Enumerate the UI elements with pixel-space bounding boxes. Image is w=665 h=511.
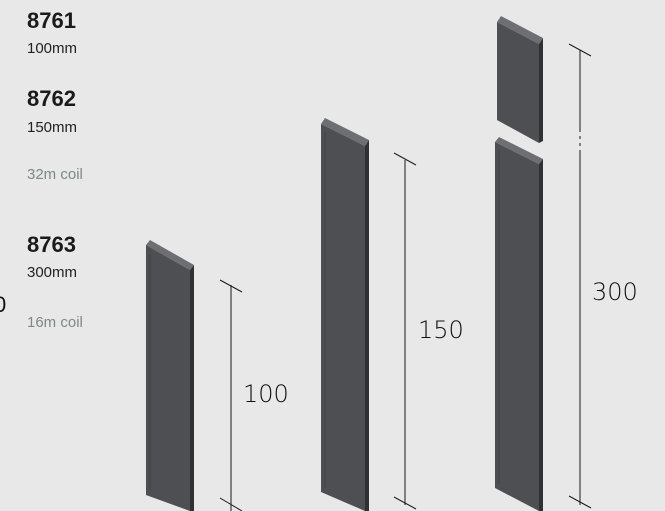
coil-length-16m: 16m coil (27, 314, 83, 331)
strip-300mm-top (497, 16, 543, 143)
dimension-label-300: 300 (592, 278, 638, 306)
dimension-line-300 (568, 43, 592, 509)
strip-150mm (321, 118, 369, 511)
dimension-line-150 (393, 152, 417, 510)
dimension-label-150: 150 (418, 316, 464, 344)
dimension-line-100 (219, 279, 243, 511)
cropped-edge-number: 0 (0, 292, 7, 317)
product-size-8763: 300mm (27, 264, 78, 281)
product-code-8762: 8762 (27, 86, 76, 111)
product-code-8761: 8761 (27, 8, 76, 33)
coil-length-32m: 32m coil (27, 166, 83, 183)
product-size-8761: 100mm (27, 40, 78, 57)
product-code-8763: 8763 (27, 232, 76, 257)
product-size-8762: 150mm (27, 119, 78, 136)
strip-300mm-bottom (495, 137, 543, 511)
dimension-label-100: 100 (243, 380, 289, 408)
strip-100mm (146, 240, 194, 511)
